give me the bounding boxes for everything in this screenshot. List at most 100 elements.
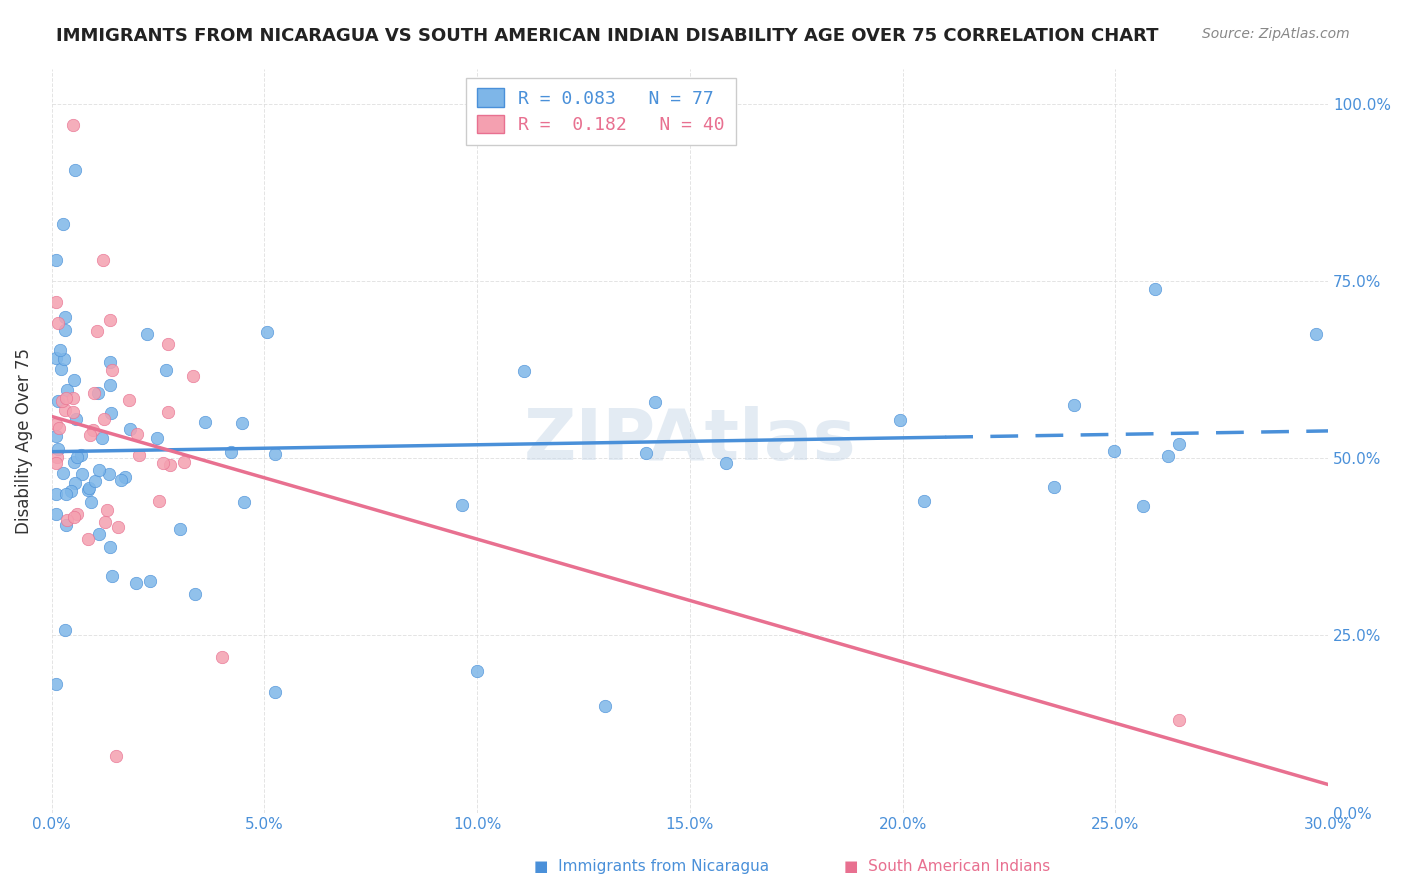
Point	[211, 649, 233, 664]
Point	[136, 327, 159, 342]
Text: ■  Immigrants from Nicaragua: ■ Immigrants from Nicaragua	[534, 859, 769, 874]
Point	[70, 448, 93, 462]
Point	[1168, 714, 1191, 728]
Point	[100, 406, 122, 420]
Point	[45, 295, 67, 310]
Point	[45, 507, 67, 521]
Point	[159, 458, 181, 472]
Point	[77, 532, 100, 546]
Point	[63, 163, 86, 178]
Point	[91, 253, 114, 268]
Point	[86, 324, 108, 338]
Point	[181, 368, 204, 383]
Point	[125, 427, 148, 442]
Point	[118, 392, 141, 407]
Point	[593, 699, 616, 714]
Point	[53, 324, 76, 338]
Point	[83, 386, 105, 401]
Text: IMMIGRANTS FROM NICARAGUA VS SOUTH AMERICAN INDIAN DISABILITY AGE OVER 75 CORREL: IMMIGRANTS FROM NICARAGUA VS SOUTH AMERI…	[56, 27, 1159, 45]
Point	[45, 487, 67, 501]
Point	[101, 569, 124, 583]
Point	[184, 587, 207, 601]
Point	[98, 467, 121, 481]
Point	[55, 391, 77, 405]
Point	[45, 417, 67, 432]
Point	[114, 469, 136, 483]
Point	[46, 316, 69, 330]
Point	[125, 575, 148, 590]
Point	[264, 447, 287, 461]
Point	[1063, 398, 1085, 412]
Point	[62, 455, 84, 469]
Point	[263, 685, 285, 699]
Point	[152, 456, 174, 470]
Point	[65, 411, 87, 425]
Point	[173, 455, 195, 469]
Point	[110, 473, 132, 487]
Point	[636, 446, 658, 460]
Point	[51, 362, 73, 376]
Point	[700, 118, 723, 132]
Point	[1042, 480, 1064, 494]
Point	[1305, 327, 1327, 342]
Point	[62, 509, 84, 524]
Point	[53, 403, 76, 417]
Point	[70, 467, 93, 482]
Point	[98, 313, 121, 327]
Point	[62, 373, 84, 387]
Point	[82, 423, 104, 437]
Point	[79, 495, 101, 509]
Text: ■  South American Indians: ■ South American Indians	[844, 859, 1050, 874]
Point	[100, 377, 122, 392]
Point	[1157, 449, 1180, 463]
Point	[77, 481, 100, 495]
Point	[63, 476, 86, 491]
Point	[194, 415, 217, 429]
Point	[51, 394, 73, 409]
Point	[55, 487, 77, 501]
Point	[46, 442, 69, 457]
Point	[1144, 282, 1167, 296]
Point	[93, 515, 115, 529]
Point	[62, 405, 84, 419]
Point	[59, 483, 82, 498]
Point	[146, 432, 169, 446]
Point	[155, 363, 177, 377]
Point	[45, 456, 67, 470]
Point	[912, 493, 935, 508]
Point	[45, 677, 67, 691]
Point	[104, 748, 127, 763]
Point	[98, 540, 121, 554]
Point	[52, 466, 75, 480]
Point	[714, 456, 737, 470]
Point	[451, 498, 474, 512]
Point	[120, 422, 142, 436]
Point	[156, 405, 179, 419]
Point	[1168, 437, 1191, 451]
Point	[62, 118, 84, 132]
Point	[93, 412, 115, 426]
Point	[89, 527, 111, 541]
Point	[96, 503, 118, 517]
Point	[465, 664, 488, 678]
Point	[107, 520, 129, 534]
Point	[66, 450, 89, 464]
Point	[45, 450, 67, 464]
Point	[91, 431, 114, 445]
Point	[79, 427, 101, 442]
Point	[46, 393, 69, 408]
Text: ZIPAtlas: ZIPAtlas	[523, 406, 856, 475]
Point	[139, 574, 162, 588]
Point	[66, 507, 89, 521]
Point	[513, 364, 536, 378]
Point	[156, 336, 179, 351]
Point	[87, 463, 110, 477]
Point	[1102, 444, 1125, 458]
Point	[219, 444, 242, 458]
Point	[232, 495, 254, 509]
Point	[45, 429, 67, 443]
Point	[87, 385, 110, 400]
Point	[62, 391, 84, 405]
Point	[55, 517, 77, 532]
Point	[76, 483, 98, 498]
